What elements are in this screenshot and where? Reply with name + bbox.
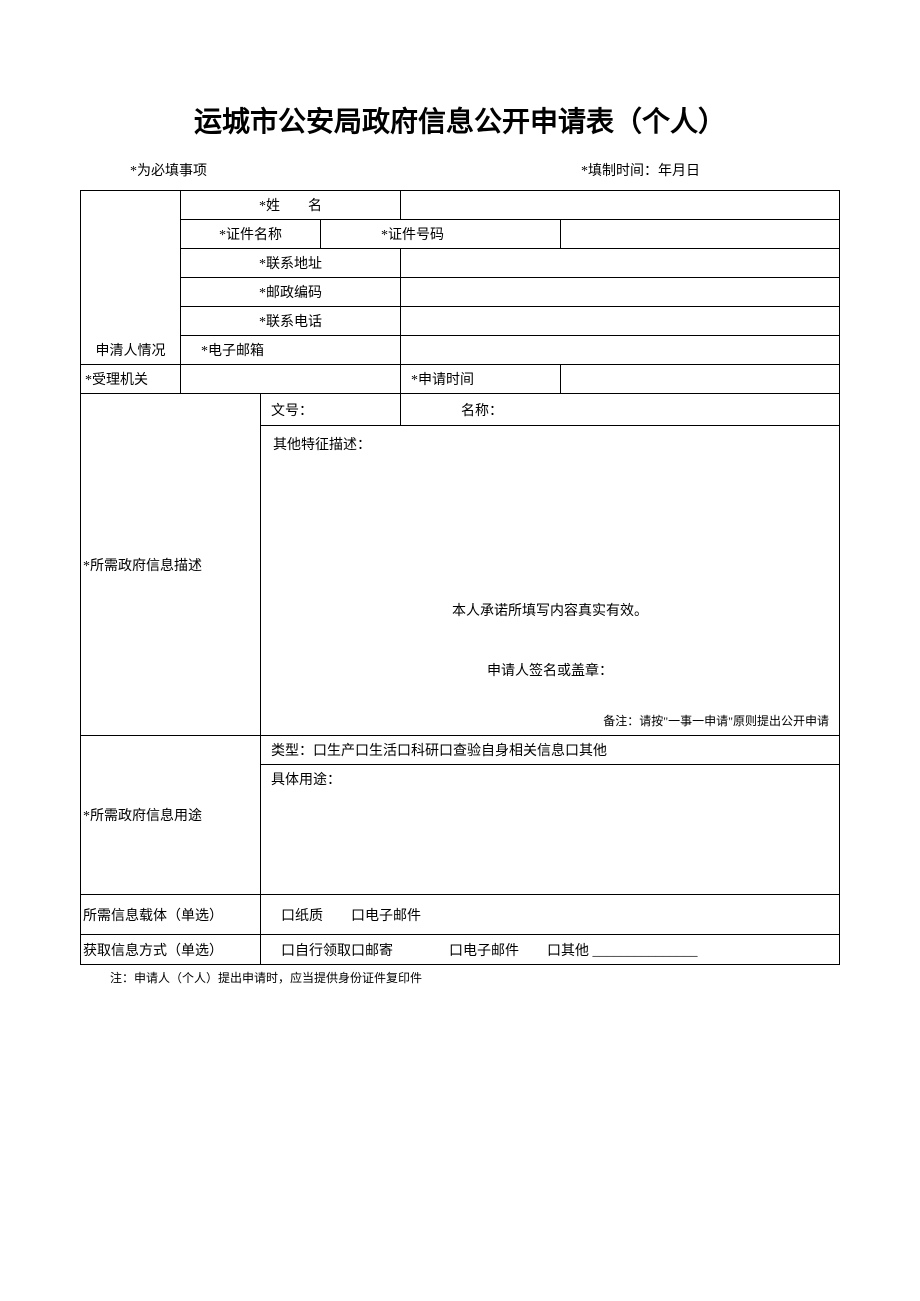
- email-label: *电子邮箱: [181, 336, 401, 365]
- remark-text: 备注：请按"一事一申请"原则提出公开申请: [603, 712, 829, 729]
- phone-label: *联系电话: [181, 307, 401, 336]
- postcode-label: *邮政编码: [181, 278, 401, 307]
- name-value[interactable]: [401, 191, 840, 220]
- promise-text: 本人承诺所填写内容真实有效。: [269, 600, 831, 620]
- email-value[interactable]: [401, 336, 840, 365]
- info-desc-label: *所需政府信息描述: [81, 394, 261, 736]
- form-title: 运城市公安局政府信息公开申请表（个人）: [80, 100, 840, 140]
- other-desc-cell[interactable]: 其他特征描述： 本人承诺所填写内容真实有效。 申请人签名或盖章： 备注：请按"一…: [261, 426, 840, 736]
- usage-type[interactable]: 类型：口生产口生活口科研口查验自身相关信息口其他: [261, 736, 840, 765]
- required-note: *为必填事项: [130, 160, 207, 180]
- postcode-value[interactable]: [401, 278, 840, 307]
- usage-detail[interactable]: 具体用途：: [261, 765, 840, 895]
- apply-time-label: *申请时间: [401, 365, 561, 394]
- method-options[interactable]: 口自行领取口邮寄 口电子邮件 口其他 _______________: [261, 935, 840, 965]
- carrier-label: 所需信息载体（单选）: [81, 895, 261, 935]
- apply-time-value[interactable]: [561, 365, 840, 394]
- id-number-label: *证件号码: [321, 220, 561, 249]
- doc-name-label: 名称：: [401, 394, 840, 426]
- phone-value[interactable]: [401, 307, 840, 336]
- method-label: 获取信息方式（单选）: [81, 935, 261, 965]
- other-desc-label: 其他特征描述：: [269, 430, 831, 458]
- footnote: 注：申请人（个人）提出申请时，应当提供身份证件复印件: [80, 969, 840, 986]
- doc-no-label: 文号：: [261, 394, 401, 426]
- signature-label: 申请人签名或盖章：: [269, 660, 831, 680]
- carrier-options[interactable]: 口纸质 口电子邮件: [261, 895, 840, 935]
- agency-value[interactable]: [181, 365, 401, 394]
- name-label: *姓名: [181, 191, 401, 220]
- fill-time-note: *填制时间：年月日: [581, 160, 700, 180]
- info-usage-label: *所需政府信息用途: [81, 736, 261, 895]
- address-label: *联系地址: [181, 249, 401, 278]
- agency-label: *受理机关: [81, 365, 181, 394]
- application-form-table: 申清人情况 *姓名 *证件名称 *证件号码 *联系地址 *邮政编码 *联系电话 …: [80, 190, 840, 965]
- address-value[interactable]: [401, 249, 840, 278]
- id-values[interactable]: [561, 220, 840, 249]
- id-type-label: *证件名称: [181, 220, 321, 249]
- header-notes: *为必填事项 *填制时间：年月日: [80, 160, 840, 180]
- applicant-section-header: 申清人情况: [81, 191, 181, 365]
